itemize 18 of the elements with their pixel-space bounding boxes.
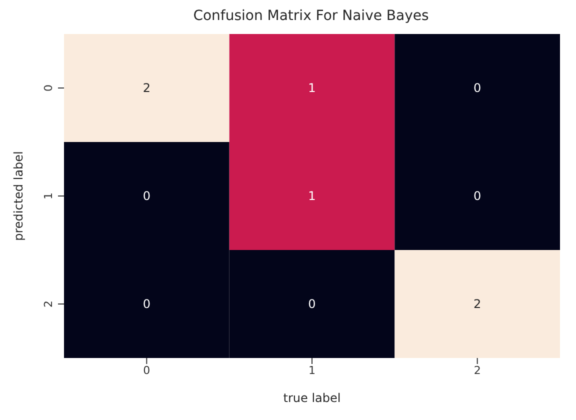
- y-tick-label: 0: [42, 84, 55, 92]
- chart-title: Confusion Matrix For Naive Bayes: [192, 8, 430, 26]
- data-label: 0: [474, 189, 482, 203]
- data-label: 0: [142, 189, 150, 203]
- y-tick-label: 1: [42, 192, 55, 200]
- data-label: 1: [308, 81, 316, 95]
- x-tick-label: 2: [474, 364, 481, 377]
- data-label: 0: [308, 297, 316, 311]
- x-tick-label: 1: [308, 364, 316, 377]
- data-label: 2: [474, 297, 482, 311]
- x-axis-title: true label: [283, 391, 341, 405]
- y-axis-title: predicted label: [11, 151, 26, 241]
- data-label: 1: [308, 189, 316, 203]
- y-tick-label: 2: [42, 300, 55, 308]
- data-label: 2: [142, 81, 150, 95]
- x-tick-label: 0: [143, 364, 150, 377]
- data-label: 0: [474, 81, 482, 95]
- data-label: 0: [142, 297, 150, 311]
